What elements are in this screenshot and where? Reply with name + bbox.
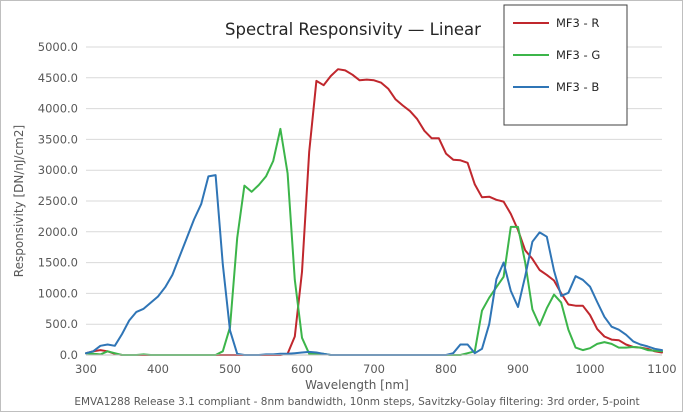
x-tick-label: 1000 — [575, 362, 604, 376]
legend-label: MF3 - R — [556, 16, 599, 30]
x-tick-label: 1100 — [647, 362, 676, 376]
legend: MF3 - R MF3 - G MF3 - B — [503, 4, 628, 126]
x-tick-label: 900 — [507, 362, 529, 376]
y-tick-label: 1000.0 — [38, 286, 78, 300]
chart-footnote: EMVA1288 Release 3.1 compliant - 8nm ban… — [74, 396, 639, 408]
x-tick-label: 300 — [75, 362, 97, 376]
x-tick-label: 600 — [291, 362, 313, 376]
series-line-3 — [85, 174, 663, 356]
x-tick-label: 400 — [147, 362, 169, 376]
y-tick-label: 500.0 — [45, 317, 78, 331]
x-tick-label: 500 — [219, 362, 241, 376]
y-tick-label: 4000.0 — [38, 102, 78, 116]
series-line-2 — [85, 127, 663, 356]
y-tick-label: 5000.0 — [38, 40, 78, 54]
x-tick-label: 700 — [363, 362, 385, 376]
y-tick-label: 0.0 — [60, 348, 78, 362]
y-tick-label: 4500.0 — [38, 71, 78, 85]
x-tick-label: 800 — [435, 362, 457, 376]
y-tick-label: 3500.0 — [38, 132, 78, 146]
y-tick-label: 1500.0 — [38, 256, 78, 270]
tick-labels: 0.0 500.0 1000.0 1500.0 2000.0 2500.0 3000.0 35… — [38, 40, 677, 376]
y-tick-label: 2000.0 — [38, 225, 78, 239]
y-axis-title: Responsivity [DN/nJ/cm2] — [12, 125, 26, 277]
legend-box — [503, 4, 628, 126]
y-tick-label: 3000.0 — [38, 163, 78, 177]
legend-label: MF3 - B — [556, 80, 599, 94]
y-tick-label: 2500.0 — [38, 194, 78, 208]
legend-label: MF3 - G — [556, 48, 600, 62]
x-axis-title: Wavelength [nm] — [305, 378, 409, 392]
chart-title: Spectral Responsivity — Linear — [225, 20, 481, 39]
